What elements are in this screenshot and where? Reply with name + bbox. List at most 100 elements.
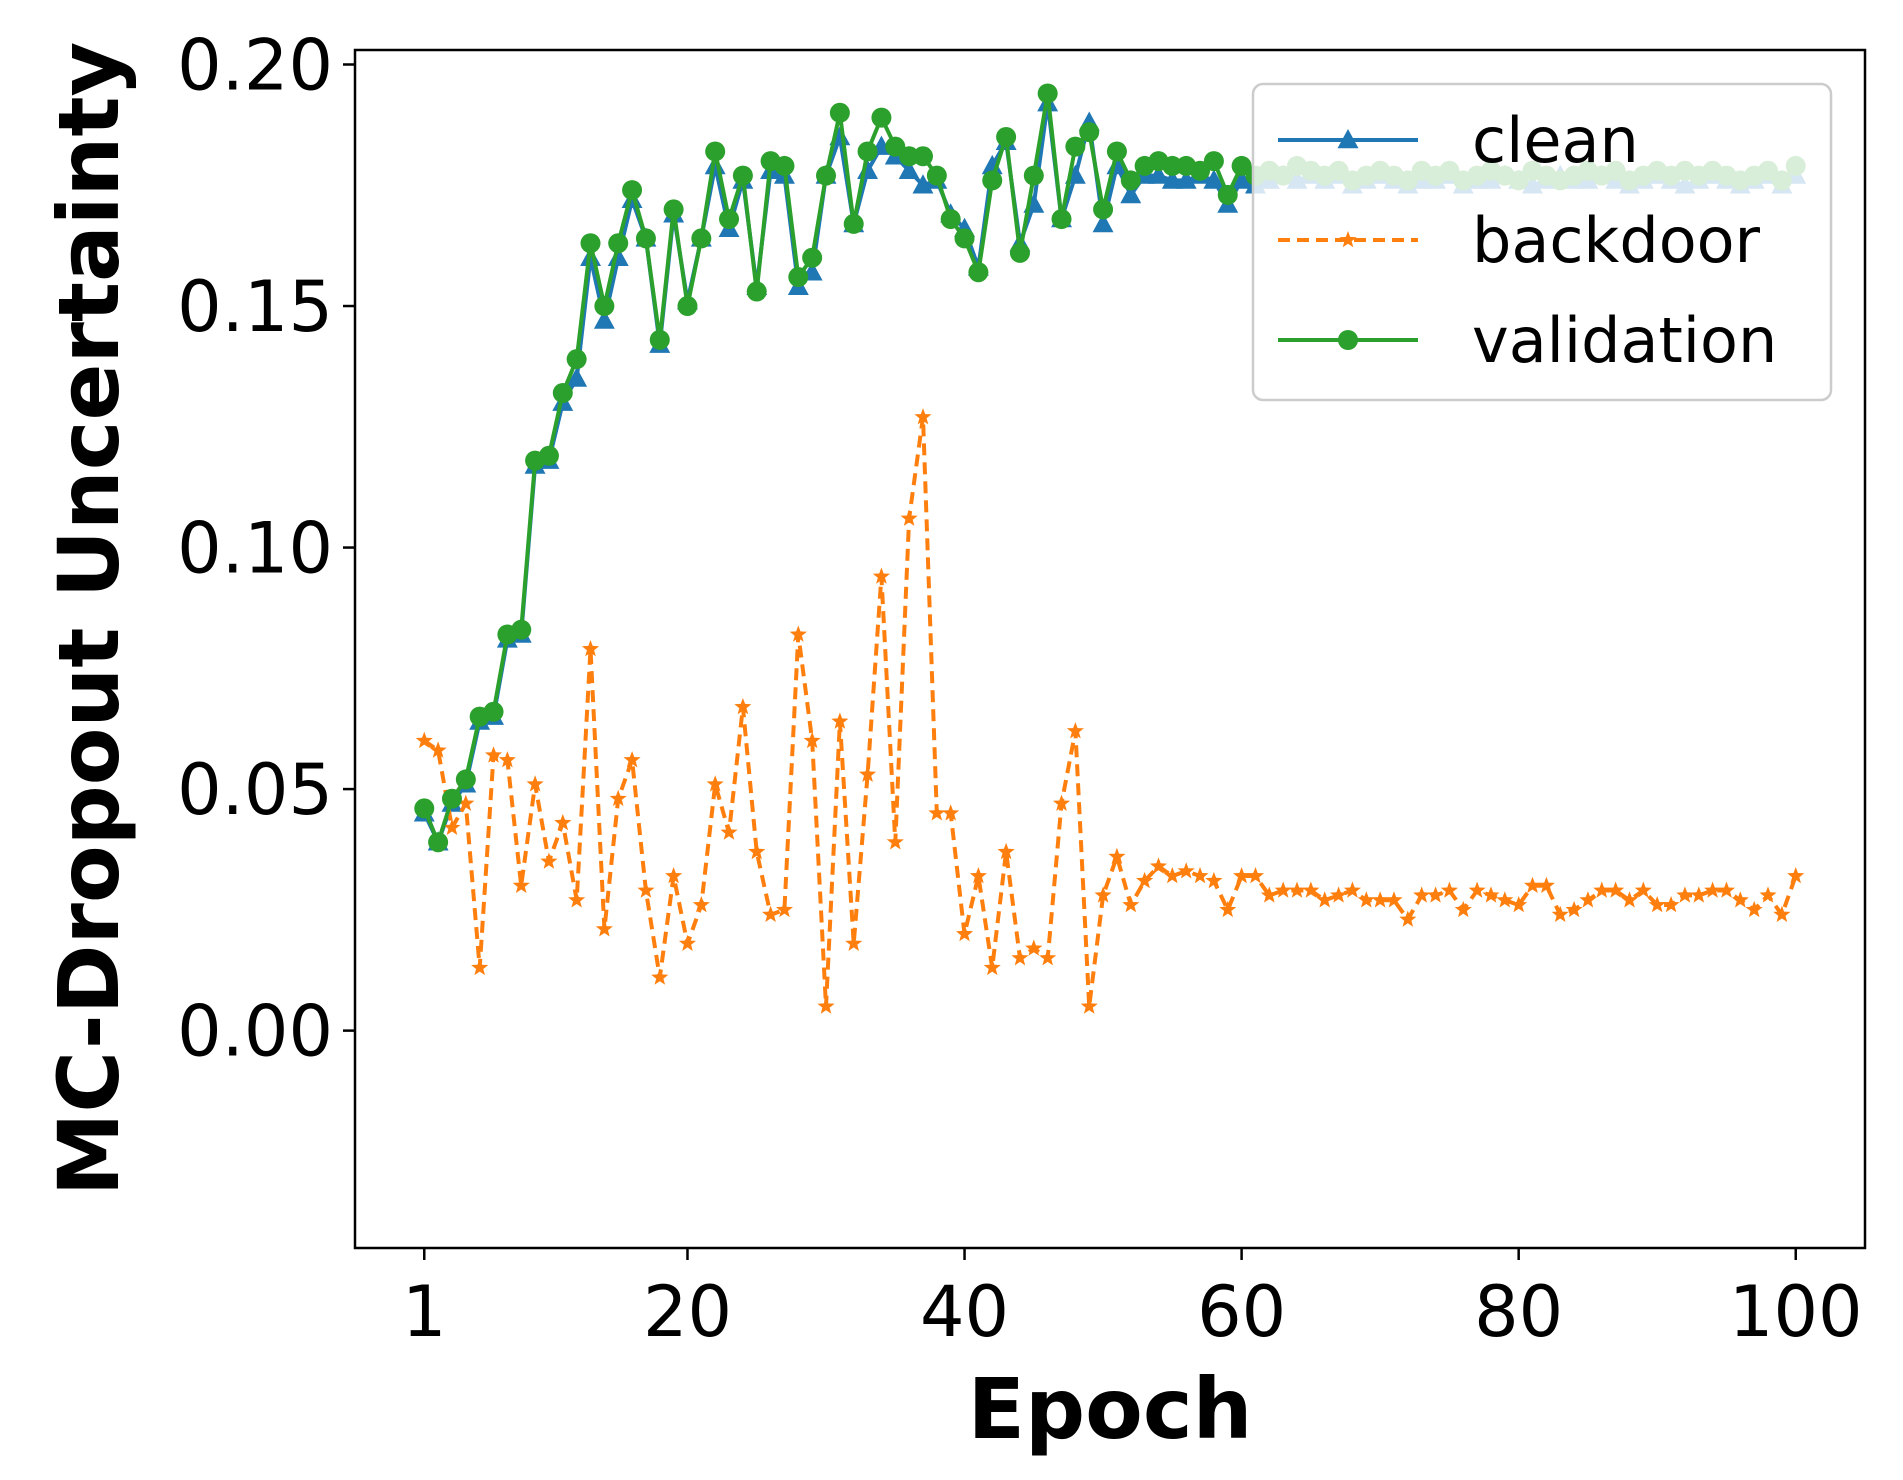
x-tick-label: 60 <box>1197 1271 1286 1353</box>
data-point-validation <box>594 296 615 317</box>
data-point-backdoor <box>1371 891 1389 908</box>
data-point-backdoor <box>1260 886 1278 903</box>
data-point-backdoor <box>706 775 724 792</box>
data-point-backdoor <box>1039 949 1057 966</box>
data-point-backdoor <box>512 876 530 893</box>
plot-frame <box>353 48 1867 1250</box>
data-point-validation <box>677 296 698 317</box>
data-point-validation <box>608 233 629 254</box>
data-point-backdoor <box>1787 867 1805 884</box>
data-point-backdoor <box>498 751 516 768</box>
data-point-backdoor <box>1108 847 1126 864</box>
data-point-backdoor <box>1593 881 1611 898</box>
data-point-validation <box>719 209 740 230</box>
data-point-validation <box>926 165 947 186</box>
data-point-backdoor <box>956 925 974 942</box>
x-tick-label: 20 <box>643 1271 732 1353</box>
data-point-backdoor <box>762 905 780 922</box>
legend: clean backdoor validation <box>1251 82 1833 402</box>
legend-marker-validation <box>1338 330 1358 350</box>
data-point-backdoor <box>997 842 1015 860</box>
y-tick-label: 0.00 <box>177 991 333 1073</box>
data-point-validation <box>1037 83 1058 104</box>
data-point-validation <box>1009 242 1030 263</box>
data-point-clean <box>1092 212 1114 233</box>
data-point-backdoor <box>415 731 433 749</box>
data-point-clean <box>1203 169 1225 189</box>
legend-box <box>1251 82 1833 402</box>
data-point-backdoor <box>1676 886 1694 903</box>
data-point-backdoor <box>609 789 627 806</box>
data-point-backdoor <box>651 968 669 985</box>
data-point-validation <box>829 102 850 123</box>
x-tick-label: 80 <box>1474 1271 1563 1353</box>
data-point-backdoor <box>457 794 475 811</box>
data-point-backdoor <box>1399 910 1417 927</box>
data-point-backdoor <box>568 891 586 908</box>
data-point-backdoor <box>1773 905 1791 922</box>
data-point-backdoor <box>734 698 752 715</box>
series-backdoor <box>415 408 1805 1014</box>
data-point-backdoor <box>678 934 696 951</box>
legend-marker-backdoor <box>1339 231 1357 248</box>
data-point-validation <box>1203 151 1224 172</box>
series-line-backdoor <box>423 415 1798 1009</box>
data-point-validation <box>428 832 449 853</box>
data-point-backdoor <box>1330 886 1348 903</box>
data-point-validation <box>552 382 573 403</box>
data-point-backdoor <box>471 958 489 976</box>
data-point-backdoor <box>1551 905 1569 922</box>
data-point-backdoor <box>429 741 447 758</box>
data-point-backdoor <box>1122 896 1140 913</box>
data-point-backdoor <box>748 842 766 860</box>
x-tick-label: 40 <box>920 1271 1009 1353</box>
data-point-backdoor <box>1413 886 1431 903</box>
data-point-validation <box>1231 155 1252 176</box>
data-point-validation <box>622 180 643 201</box>
data-point-validation <box>885 136 906 157</box>
data-point-validation <box>635 228 656 249</box>
data-point-clean <box>1231 169 1253 189</box>
data-point-backdoor <box>1205 871 1223 889</box>
data-point-validation <box>1190 160 1211 181</box>
data-point-backdoor <box>665 867 683 884</box>
data-point-backdoor <box>1427 886 1445 903</box>
data-point-clean <box>566 367 588 387</box>
data-point-backdoor <box>1025 939 1043 956</box>
data-point-backdoor <box>886 833 904 850</box>
data-point-validation <box>816 165 837 186</box>
x-axis-title: Epoch <box>968 1360 1253 1458</box>
data-point-backdoor <box>1537 876 1555 893</box>
axes-layer: 1 20 40 60 80 100 0.00 0.05 0.10 0.15 0.20 <box>177 24 1867 1353</box>
data-point-backdoor <box>1579 891 1597 908</box>
data-point-clean <box>1161 169 1183 189</box>
data-point-backdoor <box>1440 881 1458 898</box>
data-point-backdoor <box>845 934 863 951</box>
data-point-validation <box>788 267 809 288</box>
data-point-validation <box>705 141 726 162</box>
data-point-backdoor <box>1316 891 1334 908</box>
data-point-backdoor <box>1745 900 1763 918</box>
data-point-backdoor <box>1648 896 1666 913</box>
x-tick-label: 1 <box>402 1271 447 1353</box>
data-point-backdoor <box>1717 881 1735 898</box>
data-point-backdoor <box>942 804 960 821</box>
data-point-clean <box>1120 183 1142 204</box>
data-point-backdoor <box>485 746 503 763</box>
y-tick-label: 0.15 <box>177 266 333 348</box>
data-point-validation <box>691 228 712 249</box>
data-point-backdoor <box>1385 891 1403 908</box>
data-point-backdoor <box>1454 900 1472 918</box>
data-point-backdoor <box>817 997 835 1014</box>
legend-label-backdoor: backdoor <box>1472 204 1761 277</box>
data-point-clean <box>593 309 615 329</box>
data-point-backdoor <box>581 640 600 657</box>
data-point-validation <box>414 798 435 819</box>
data-point-validation <box>746 281 767 302</box>
data-point-backdoor <box>443 818 461 835</box>
data-point-backdoor <box>1704 881 1722 898</box>
data-point-backdoor <box>803 731 821 749</box>
data-point-validation <box>1023 165 1044 186</box>
data-point-backdoor <box>900 509 918 526</box>
data-point-backdoor <box>526 775 544 792</box>
